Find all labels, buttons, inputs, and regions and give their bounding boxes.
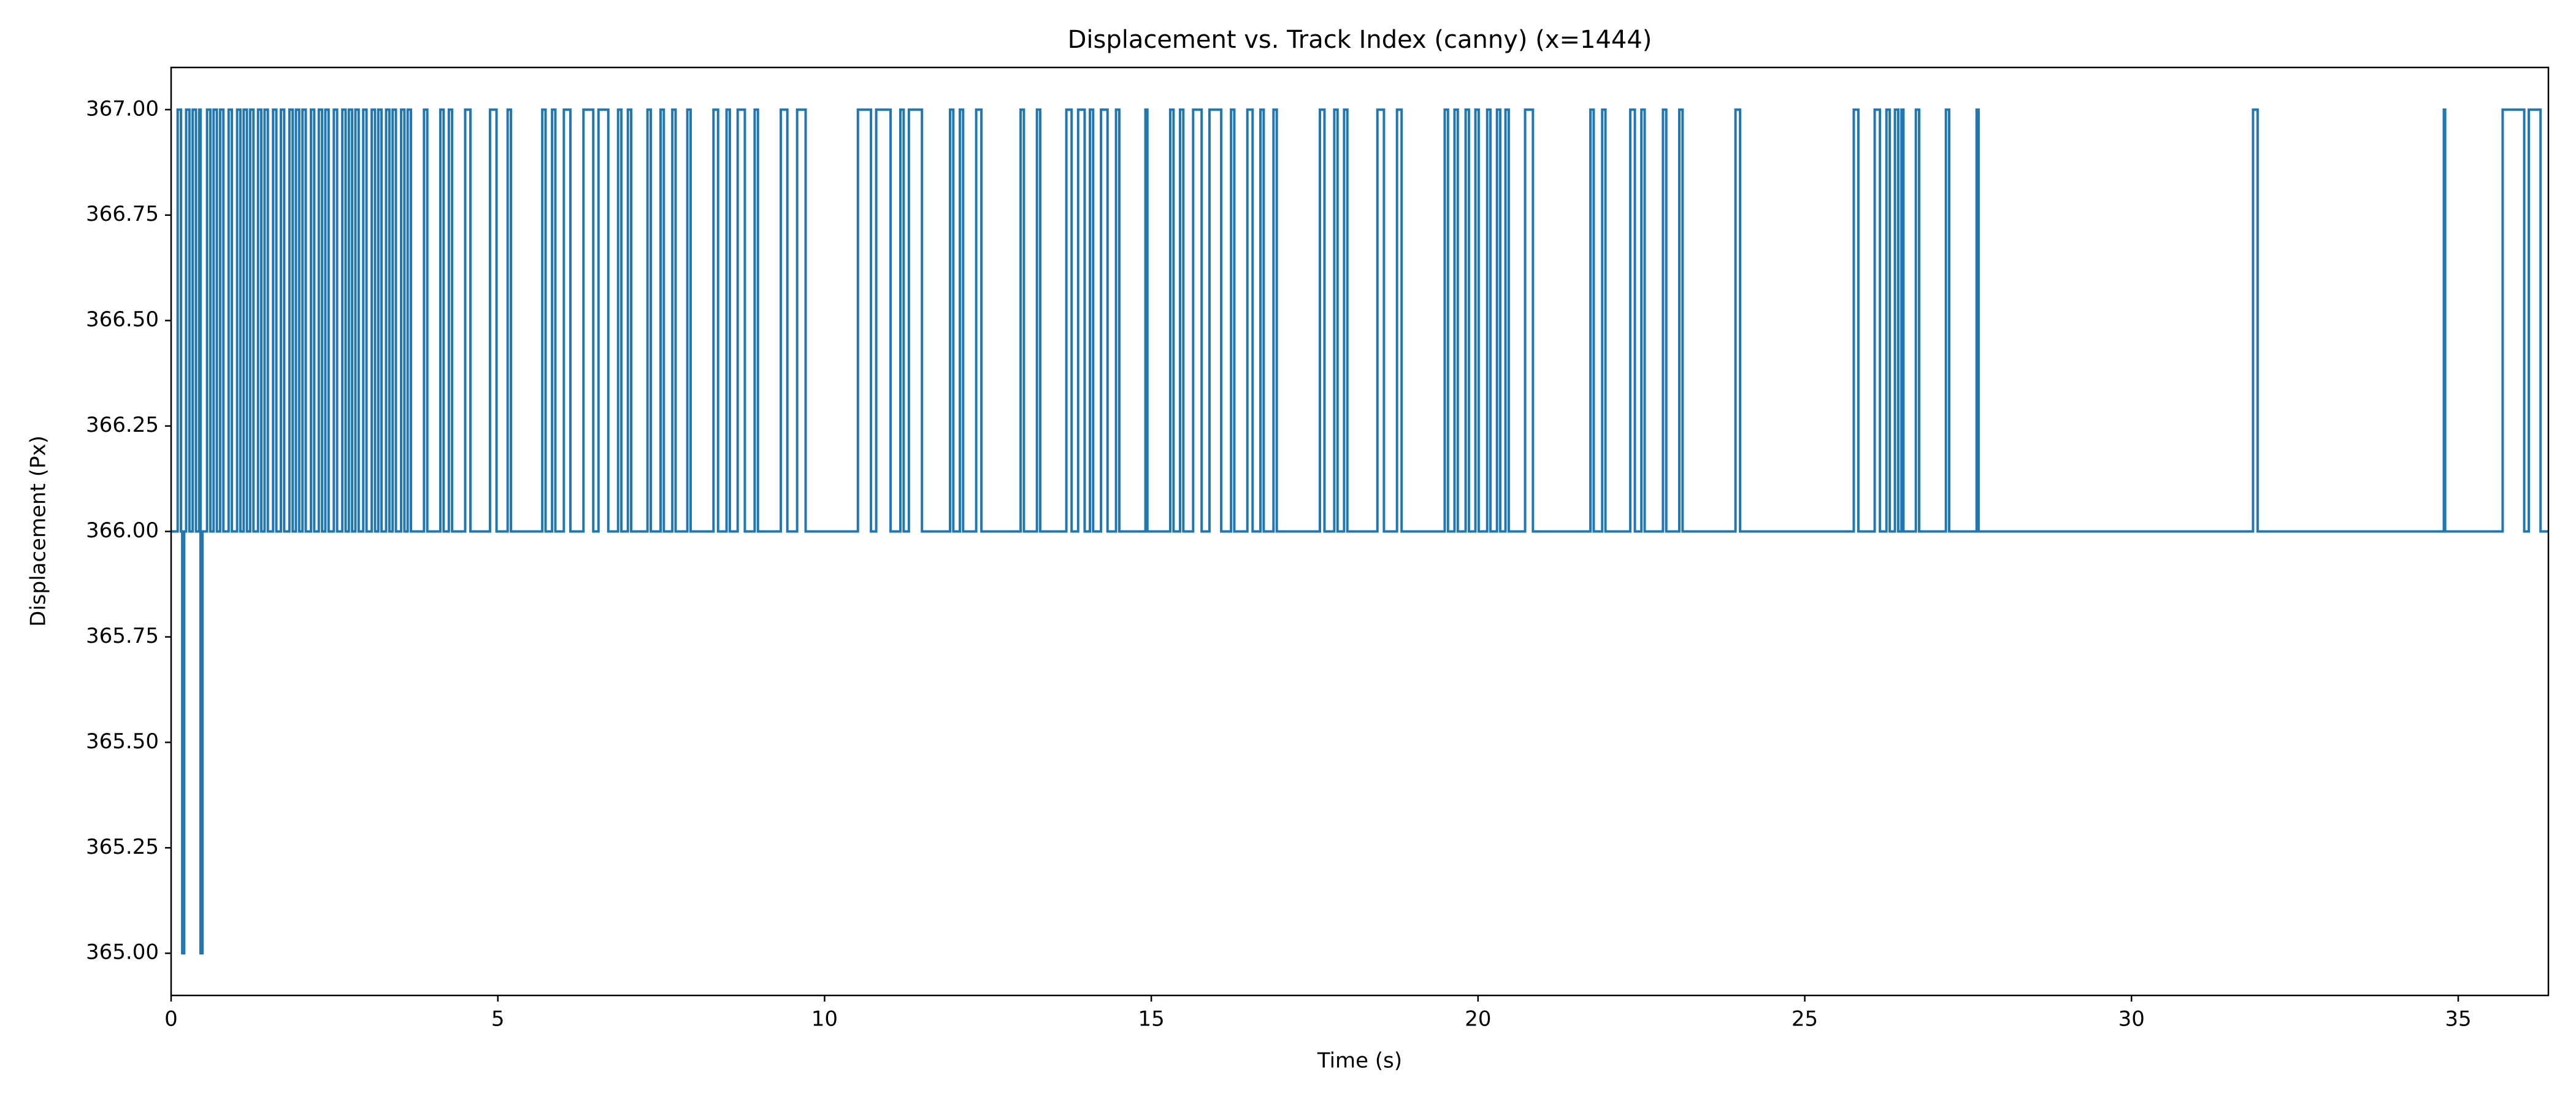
x-tick-label: 35 (2445, 1007, 2471, 1032)
chart-title: Displacement vs. Track Index (canny) (x=… (1068, 26, 1652, 54)
y-axis-label: Displacement (Px) (26, 435, 51, 627)
y-tick-label: 365.75 (86, 624, 159, 648)
x-axis-label: Time (s) (1317, 1049, 1402, 1073)
y-tick-label: 366.25 (86, 413, 159, 437)
y-tick-label: 366.50 (86, 307, 159, 332)
y-tick-label: 366.75 (86, 202, 159, 226)
x-tick-label: 5 (491, 1007, 505, 1032)
x-tick-label: 20 (1465, 1007, 1491, 1032)
y-tick-label: 365.00 (86, 940, 159, 965)
y-tick-label: 366.00 (86, 518, 159, 543)
y-tick-label: 365.50 (86, 729, 159, 754)
x-tick-label: 15 (1138, 1007, 1164, 1032)
x-tick-label: 25 (1792, 1007, 1818, 1032)
plot (171, 108, 2548, 955)
y-tick-label: 365.25 (86, 835, 159, 859)
x-tick-label: 10 (811, 1007, 838, 1032)
x-tick-label: 0 (164, 1007, 178, 1032)
y-tick-label: 367.00 (86, 96, 159, 121)
data-line (171, 108, 2548, 955)
x-tick-label: 30 (2118, 1007, 2145, 1032)
